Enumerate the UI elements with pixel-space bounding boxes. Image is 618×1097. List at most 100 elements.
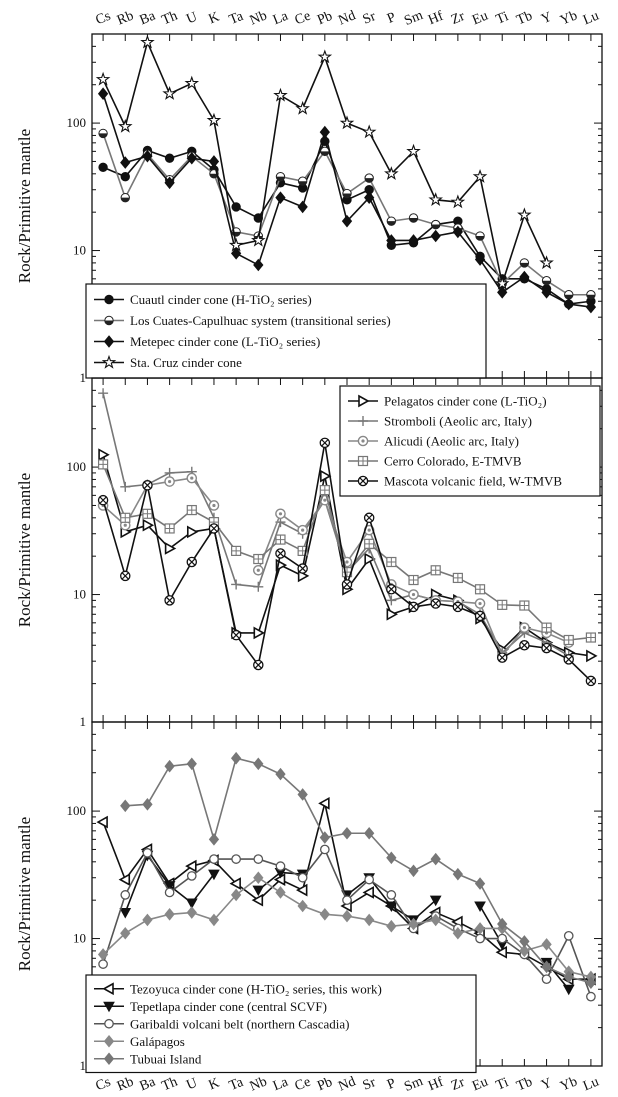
legend-marker <box>103 1001 115 1013</box>
panel-a: 1 10 100 Rock/Primitive mantle Cuautl cinder… <box>15 33 603 385</box>
data-point-La <box>273 87 288 102</box>
data-point-Pb <box>319 437 331 449</box>
series-4 <box>120 751 597 990</box>
data-point-P <box>386 216 397 226</box>
data-point-Ti <box>495 945 508 959</box>
panel-b: 1 10 100 Rock/Primitive mantle Pelagatos cin… <box>15 377 603 729</box>
legend-label: Stromboli (Aeolic arc, Italy) <box>384 414 532 429</box>
data-point-Y <box>539 255 554 270</box>
data-point-Nb <box>253 659 264 671</box>
element-label-bottom-Sm: Sm <box>402 1074 425 1095</box>
element-label-bottom-Lu: Lu <box>581 1075 601 1095</box>
data-point-Hf <box>430 852 441 866</box>
data-point-Hf <box>428 192 443 207</box>
data-point-Nd <box>341 214 353 228</box>
element-label-bottom-Ta: Ta <box>227 1075 246 1094</box>
y-axis-label: Rock/Primitive mantle <box>15 129 34 283</box>
data-point-Sr <box>362 886 374 899</box>
data-point-Pb <box>319 831 330 844</box>
series-line <box>102 393 570 657</box>
legend-label: Tezoyuca cinder cone (H-TiO₂ series, thi… <box>130 981 382 996</box>
data-point-Yb <box>563 634 574 646</box>
data-point-K <box>208 913 220 927</box>
data-point-Nd <box>342 895 352 906</box>
data-point-Sr <box>364 913 375 927</box>
data-point-Tb <box>519 600 530 611</box>
data-point-La <box>275 886 286 899</box>
data-point-P <box>386 595 397 606</box>
data-point-Yb <box>563 970 574 984</box>
legend-marker <box>103 335 115 348</box>
series-3 <box>95 34 554 290</box>
data-point-Pb <box>319 125 330 139</box>
data-point-Sr <box>363 512 375 524</box>
series-line <box>102 39 548 287</box>
data-point-Sm <box>408 574 419 586</box>
data-point-Yb <box>563 654 574 665</box>
y-tick-label: 100 <box>67 803 87 818</box>
data-point-P <box>386 851 397 865</box>
y-tick-label: 1 <box>80 714 87 729</box>
data-point-U <box>184 75 200 90</box>
element-label-top-U: U <box>184 10 199 28</box>
element-label-bottom-Y: Y <box>539 1076 554 1094</box>
legend-label: Galápagos <box>130 1034 185 1049</box>
data-point-Ti <box>497 286 508 299</box>
data-point-Nd <box>341 826 353 840</box>
data-point-Pb <box>320 146 330 157</box>
data-point-Tb <box>519 270 530 284</box>
data-point-Hf <box>430 913 441 927</box>
data-point-La <box>275 508 286 520</box>
data-point-Cs <box>98 162 108 172</box>
element-label-bottom-U: U <box>184 1076 199 1094</box>
top-element-labels: Cs Rb Ba Th U K Ta Nb La Ce Pb Nd Sr P Sm Hf Zr Eu Ti Tb Y Yb… <box>94 8 602 29</box>
legend-marker <box>103 1052 115 1066</box>
data-point-Ta <box>231 579 242 590</box>
data-point-Pb <box>318 796 330 810</box>
legend-entry: Alicudi (Aeolic arc, Italy) <box>348 434 519 449</box>
data-point-K <box>209 169 219 179</box>
element-label-bottom-Ce: Ce <box>293 1075 313 1095</box>
data-point-U <box>186 871 197 881</box>
data-point-Yb <box>564 290 574 300</box>
data-point-U <box>186 151 197 165</box>
legend-entry: Sta. Cruz cinder cone <box>94 354 242 370</box>
data-point-Ta <box>228 237 244 252</box>
element-label-top-Sr: Sr <box>361 9 378 28</box>
data-point-Ba <box>142 508 153 519</box>
data-point-Nb <box>253 553 264 565</box>
legend-label: Tubuai Island <box>130 1051 202 1066</box>
legend-entry: Mascota volcanic field, W-TMVB <box>348 474 562 489</box>
data-point-Rb <box>118 873 131 886</box>
data-point-Ta <box>230 751 242 765</box>
data-point-Sr <box>364 874 375 885</box>
legend-entry: Cerro Colorado, E-TMVB <box>348 454 522 469</box>
series-2 <box>97 472 575 662</box>
data-point-Ta <box>231 545 242 557</box>
data-point-La <box>275 861 286 871</box>
data-point-Hf <box>430 565 441 576</box>
data-point-P <box>385 901 398 913</box>
data-point-P <box>386 584 397 595</box>
legend-box <box>339 385 601 497</box>
data-point-Cs <box>98 959 108 969</box>
data-point-Sr <box>364 538 375 549</box>
data-point-K <box>208 833 220 846</box>
element-label-top-Y: Y <box>539 10 554 28</box>
data-point-Tb <box>519 640 530 651</box>
data-point-Th <box>164 542 177 555</box>
y-tick-label: 10 <box>73 587 86 602</box>
data-point-Y <box>541 960 552 974</box>
data-point-Th <box>164 523 175 534</box>
element-label-top-La: La <box>271 8 291 28</box>
data-point-Y <box>541 622 552 633</box>
data-point-Eu <box>474 922 486 935</box>
data-point-Ta <box>229 877 241 890</box>
data-point-Ce <box>297 524 308 536</box>
data-point-Th <box>164 476 175 487</box>
data-point-Eu <box>474 901 486 913</box>
legend-label: Alicudi (Aeolic arc, Italy) <box>384 434 519 449</box>
data-point-U <box>186 525 199 539</box>
data-point-Sm <box>408 213 419 223</box>
data-point-Th <box>164 595 175 606</box>
